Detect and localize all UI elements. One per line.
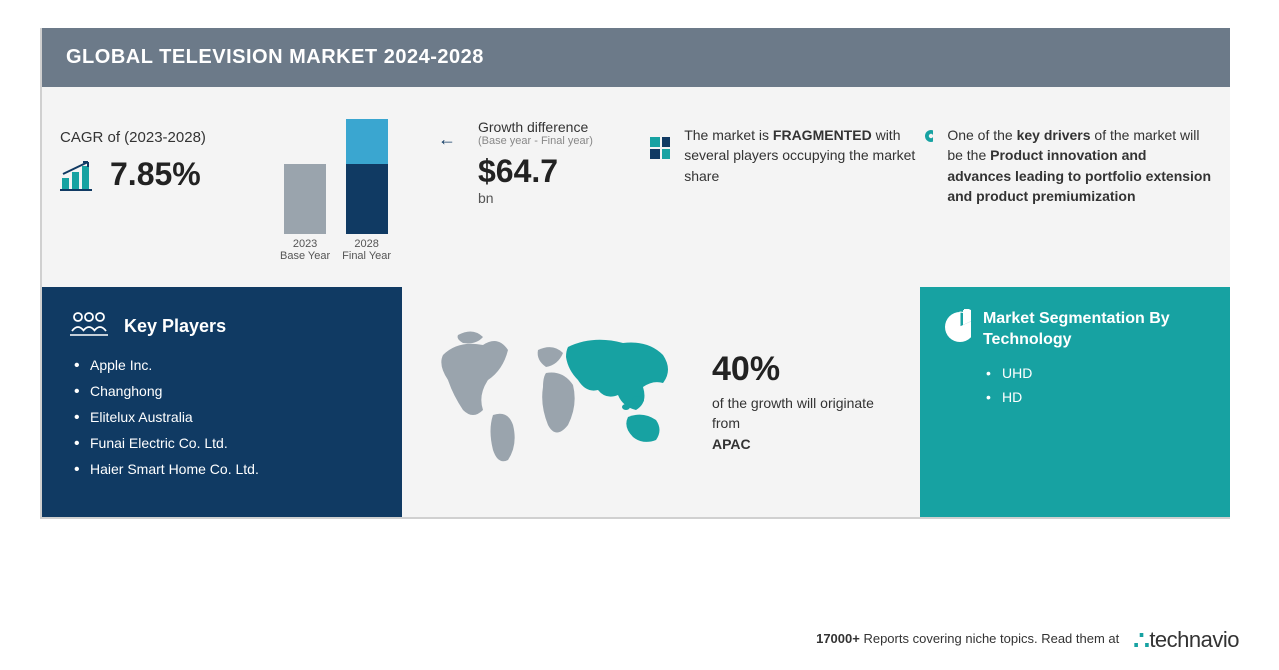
driver-text: One of the key drivers of the market wil… bbox=[947, 125, 1212, 206]
player-item: Funai Electric Co. Ltd. bbox=[74, 435, 376, 451]
fragmented-icon bbox=[650, 125, 670, 167]
fragmented-text: The market is FRAGMENTED with several pl… bbox=[684, 125, 920, 186]
segmentation-list: UHD HD bbox=[942, 365, 1208, 405]
footer-text: 17000+ Reports covering niche topics. Re… bbox=[816, 631, 1119, 646]
player-item: Elitelux Australia bbox=[74, 409, 376, 425]
title-bar: GLOBAL TELEVISION MARKET 2024-2028 bbox=[42, 28, 1230, 87]
region-pct: 40% bbox=[712, 350, 894, 389]
world-map-icon bbox=[428, 325, 688, 480]
key-players-panel: Key Players Apple Inc. Changhong Elitelux … bbox=[42, 287, 402, 517]
player-item: Changhong bbox=[74, 383, 376, 399]
players-title: Key Players bbox=[124, 316, 226, 337]
growth-diff-sub: (Base year - Final year) bbox=[478, 135, 650, 147]
growth-diff-value: $64.7 bbox=[478, 153, 650, 190]
growth-diff-label: Growth difference bbox=[478, 119, 650, 135]
bar-growth-icon bbox=[60, 158, 100, 192]
footer: 17000+ Reports covering niche topics. Re… bbox=[40, 623, 1239, 654]
driver-block: One of the key drivers of the market wil… bbox=[920, 109, 1212, 206]
infographic-container: GLOBAL TELEVISION MARKET 2024-2028 CAGR … bbox=[40, 28, 1230, 519]
technavio-logo: ∴technavio bbox=[1133, 623, 1239, 654]
region-text: 40% of the growth will originate from AP… bbox=[712, 350, 894, 454]
details-row: Key Players Apple Inc. Changhong Elitelux … bbox=[42, 287, 1230, 517]
growth-bars: 2023Base Year2028Final Year bbox=[280, 109, 460, 262]
growth-bar: 2023Base Year bbox=[280, 164, 330, 262]
growth-bar: 2028Final Year bbox=[342, 119, 391, 262]
growth-diff-block: ← Growth difference (Base year - Final y… bbox=[460, 109, 650, 206]
growth-diff-unit: bn bbox=[478, 190, 650, 206]
player-item: Haier Smart Home Co. Ltd. bbox=[74, 461, 376, 477]
segmentation-item: HD bbox=[986, 389, 1208, 405]
player-item: Apple Inc. bbox=[74, 357, 376, 373]
page-title: GLOBAL TELEVISION MARKET 2024-2028 bbox=[66, 46, 484, 68]
arrow-left-icon: ← bbox=[438, 129, 456, 150]
region-panel: 40% of the growth will originate from AP… bbox=[402, 287, 920, 517]
cagr-value: 7.85% bbox=[110, 156, 201, 193]
segmentation-panel: Market Segmentation By Technology UHD HD bbox=[920, 287, 1230, 517]
cagr-label: CAGR of (2023-2028) bbox=[60, 129, 280, 146]
fragmented-block: The market is FRAGMENTED with several pl… bbox=[650, 109, 920, 186]
cagr-block: CAGR of (2023-2028) 7.85% bbox=[60, 109, 280, 193]
pie-icon bbox=[942, 309, 971, 345]
players-list: Apple Inc. Changhong Elitelux Australia Fun… bbox=[68, 357, 376, 477]
people-icon bbox=[68, 309, 110, 343]
segmentation-title: Market Segmentation By Technology bbox=[983, 309, 1208, 351]
gears-icon bbox=[920, 125, 933, 171]
segmentation-item: UHD bbox=[986, 365, 1208, 381]
metrics-row: CAGR of (2023-2028) 7.85% 2023Base Year2… bbox=[42, 87, 1230, 287]
